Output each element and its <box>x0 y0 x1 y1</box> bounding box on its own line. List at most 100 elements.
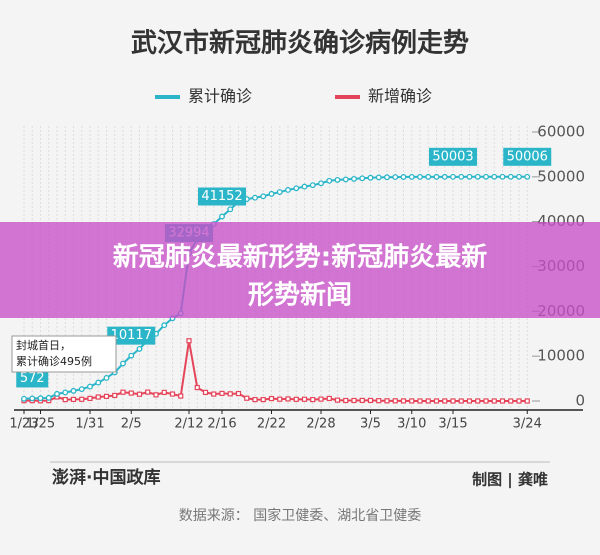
legend-label: 新增确诊 <box>368 87 432 106</box>
point <box>516 173 522 180</box>
point <box>45 394 52 401</box>
point <box>95 379 102 386</box>
point <box>524 398 530 404</box>
point <box>120 360 126 367</box>
point <box>219 213 225 220</box>
point <box>417 398 423 404</box>
point <box>310 396 316 403</box>
point <box>408 173 415 180</box>
point <box>276 189 283 195</box>
point <box>211 391 217 397</box>
point <box>252 194 258 201</box>
point <box>441 173 448 180</box>
point <box>194 384 200 391</box>
point <box>145 389 151 395</box>
point <box>475 398 481 404</box>
point <box>103 374 110 381</box>
point <box>202 389 209 395</box>
point <box>293 396 299 402</box>
value-label: 50003 <box>432 149 473 164</box>
point <box>376 398 382 404</box>
legend-label: 累计确诊 <box>188 87 252 106</box>
point <box>62 389 69 396</box>
x-tick-label: 1/25 <box>26 417 55 432</box>
x-tick-label: 3/10 <box>397 417 426 432</box>
point <box>367 174 374 181</box>
source: 数据来源： 国家卫健委、湖北省卫健委 <box>179 507 421 524</box>
x-tick-label: 2/12 <box>174 417 203 432</box>
point <box>425 173 432 180</box>
x-tick-label: 1/23 <box>9 417 38 432</box>
point <box>400 174 407 180</box>
x-tick-label: 3/5 <box>360 417 381 432</box>
publisher: 澎湃·中国政库 <box>52 467 160 488</box>
x-tick-label: 3/15 <box>438 417 467 432</box>
annotation: 封城首日， <box>16 338 71 352</box>
point <box>524 173 531 180</box>
x-tick-label: 2/5 <box>121 417 142 432</box>
point <box>392 174 399 181</box>
value-label-box <box>16 369 49 388</box>
point <box>450 398 456 404</box>
point <box>293 185 300 192</box>
point <box>95 394 101 400</box>
point <box>277 396 283 402</box>
point <box>252 396 258 403</box>
point <box>343 397 349 404</box>
point <box>169 391 176 397</box>
point <box>285 187 291 193</box>
point <box>483 173 489 180</box>
x-tick-label: 2/22 <box>257 417 286 432</box>
point <box>433 398 440 404</box>
point <box>384 398 390 404</box>
point <box>458 398 464 404</box>
point <box>483 398 489 404</box>
value-label: 41152 <box>201 189 242 204</box>
point <box>70 396 77 403</box>
point <box>260 193 267 200</box>
point <box>516 398 522 404</box>
point <box>334 176 341 183</box>
point <box>301 396 308 402</box>
point <box>268 190 275 197</box>
y-tick-label: 0 <box>575 392 585 410</box>
point <box>62 396 68 403</box>
point <box>227 391 233 397</box>
point <box>87 383 93 390</box>
point <box>235 390 242 397</box>
value-label: 50006 <box>507 149 548 164</box>
point <box>474 173 481 180</box>
x-tick-label: 2/16 <box>207 417 236 432</box>
point <box>112 392 118 399</box>
point <box>21 395 27 402</box>
point <box>219 390 225 397</box>
point <box>442 398 448 404</box>
credit: 制图 | 龚唯 <box>472 471 548 490</box>
point <box>70 387 77 394</box>
point <box>417 173 423 180</box>
point <box>507 173 514 180</box>
banner <box>0 222 600 318</box>
y-tick-label: 10000 <box>537 347 585 365</box>
point <box>400 398 407 404</box>
point <box>268 395 275 402</box>
point <box>425 398 431 404</box>
point <box>409 398 415 404</box>
point <box>87 395 93 402</box>
legend: 累计确诊 新增确诊 <box>155 87 432 106</box>
point <box>128 352 135 359</box>
point <box>326 177 333 184</box>
point <box>161 322 168 329</box>
point <box>260 396 266 403</box>
point <box>499 173 506 180</box>
point <box>334 397 341 403</box>
point <box>433 173 440 180</box>
point <box>466 173 473 180</box>
point <box>351 397 357 404</box>
annotation: 累计确诊495例 <box>16 354 92 368</box>
value-label-box <box>107 326 156 345</box>
value-label-box <box>503 147 552 166</box>
value-label-box <box>198 187 246 206</box>
point <box>78 386 85 393</box>
